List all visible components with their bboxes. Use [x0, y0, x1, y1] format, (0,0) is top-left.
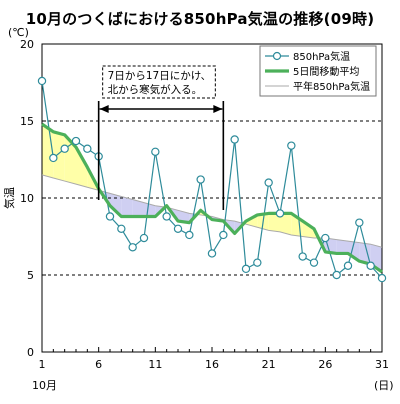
difference-fill: [144, 202, 156, 217]
data-point-850hpa: [37, 76, 47, 86]
data-point-850hpa: [117, 224, 126, 233]
x-tick-label: 11: [148, 358, 162, 371]
difference-fill: [280, 213, 292, 235]
annotation-arrow-head-right: [213, 105, 223, 113]
data-point-850hpa: [60, 144, 69, 153]
point-layer: [37, 76, 387, 283]
x-tick-label: 31: [375, 358, 389, 371]
y-tick-label: 5: [27, 269, 34, 282]
difference-fill: [268, 213, 280, 232]
data-point-850hpa: [298, 252, 307, 261]
difference-fill: [121, 196, 133, 217]
difference-fill: [53, 131, 65, 182]
data-point-850hpa: [128, 243, 137, 252]
data-point-850hpa: [196, 175, 205, 184]
legend-label-850hpa: 850hPa気温: [293, 50, 350, 63]
x-tick-label: 16: [205, 358, 219, 371]
y-tick-label: 0: [27, 346, 34, 359]
data-point-850hpa: [241, 264, 251, 274]
data-point-850hpa: [162, 212, 171, 221]
x-tick-label: 6: [95, 358, 102, 371]
data-point-850hpa: [264, 178, 273, 187]
legend-label-normal: 平年850hPa気温: [293, 80, 370, 93]
data-point-850hpa: [173, 224, 183, 233]
annotation-box: [102, 65, 216, 99]
x-tick-label: 1: [39, 358, 46, 371]
chart-title: 10月のつくばにおける850hPa気温の推移(09時): [25, 10, 375, 28]
x-month-label: 10月: [32, 379, 57, 392]
data-point-850hpa: [343, 261, 353, 270]
data-point-850hpa: [355, 218, 364, 227]
annotation-arrow-head-left: [99, 105, 109, 113]
data-point-850hpa: [83, 144, 92, 153]
legend-label-moving-avg: 5日間移動平均: [293, 65, 359, 78]
annotation-line2: 北から寒気が入る。: [108, 83, 202, 96]
difference-fill: [348, 241, 360, 262]
difference-fill: [336, 239, 348, 254]
data-point-850hpa: [151, 147, 160, 156]
data-point-850hpa: [253, 258, 262, 267]
x-tick-label: 21: [262, 358, 276, 371]
data-point-850hpa: [185, 230, 194, 240]
y-tick-label: 10: [20, 192, 34, 205]
legend-marker-850hpa: [272, 51, 282, 61]
data-point-850hpa: [230, 135, 239, 144]
difference-fill: [76, 147, 88, 188]
annotation-line1: 7日から17日にかけ、: [108, 70, 212, 82]
difference-fill: [359, 242, 371, 265]
x-tick-label: 26: [318, 358, 332, 371]
y-unit-label: (℃): [8, 26, 29, 39]
y-tick-label: 20: [20, 38, 34, 51]
difference-fill: [178, 210, 190, 223]
data-point-850hpa: [139, 233, 149, 243]
data-point-850hpa: [332, 270, 341, 280]
data-point-850hpa: [207, 249, 217, 258]
data-point-850hpa: [366, 261, 375, 270]
legend: 850hPa気温 5日間移動平均 平年850hPa気温: [259, 45, 377, 97]
data-point-850hpa: [309, 258, 319, 267]
x-unit-label: (日): [374, 379, 394, 392]
difference-fill: [132, 199, 144, 217]
y-tick-label: 15: [20, 115, 34, 128]
annotation-layer: 7日から17日にかけ、北から寒気が入る。: [97, 65, 225, 210]
data-point-850hpa: [49, 153, 58, 163]
data-point-850hpa: [287, 141, 296, 150]
data-point-850hpa: [71, 136, 81, 146]
difference-fill: [302, 221, 314, 239]
data-point-850hpa: [275, 209, 285, 218]
data-point-850hpa: [105, 212, 115, 221]
difference-fill: [325, 238, 337, 254]
data-point-850hpa: [219, 230, 228, 240]
data-point-850hpa: [321, 233, 330, 243]
data-point-850hpa: [377, 273, 387, 283]
difference-fill: [110, 193, 122, 217]
y-axis-label: 気温: [2, 187, 16, 209]
